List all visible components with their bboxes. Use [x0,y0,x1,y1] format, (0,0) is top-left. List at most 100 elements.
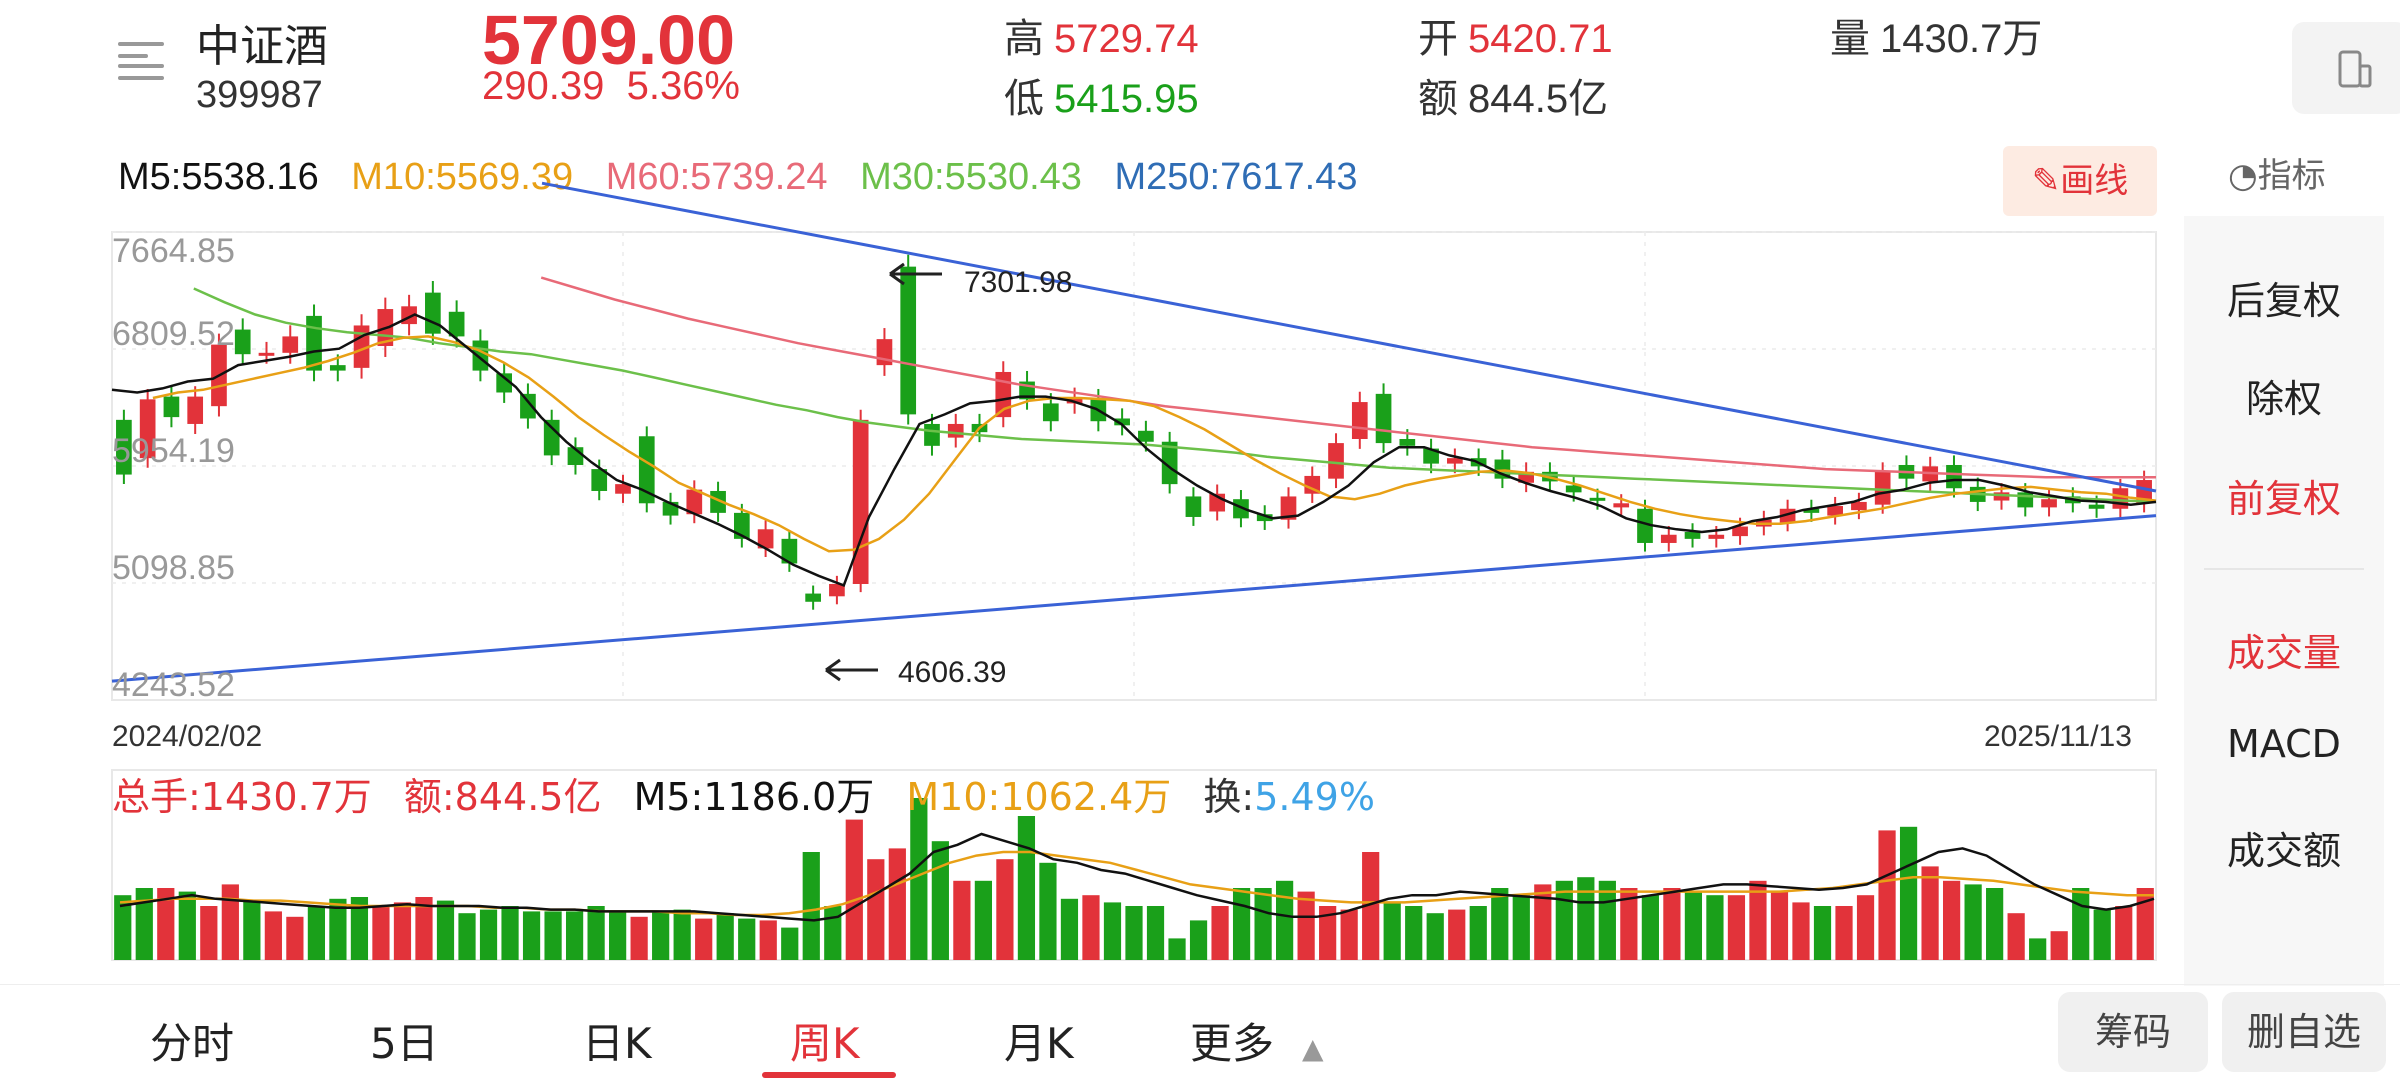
volume-bar [1856,895,1875,960]
volume-bar [1512,895,1530,960]
candle-body [1803,508,1820,513]
x-end-date: 2025/11/13 [1984,720,2132,753]
chips-button[interactable]: 筹码 [2058,992,2208,1072]
candle-body [187,396,204,424]
tab-weekly[interactable]: 周K [790,1019,860,1068]
indicator-label: 指标 [2257,156,2326,196]
volume-label: 量 [1830,17,1870,61]
volume-value: 1430.7万 [1880,17,2043,61]
volume-bar [1878,830,1896,960]
candle-body [1447,458,1463,464]
volume-bar [888,848,906,960]
volume-bar [931,841,949,960]
low-annotation: 4606.39 [898,656,1006,689]
candle-body [1946,464,1962,489]
volume-bar [1813,906,1832,960]
ma5-line [111,313,2157,588]
volume-bar [1039,862,1057,960]
remove-favorite-button[interactable]: 删自选 [2222,992,2386,1072]
candle-body [829,583,845,597]
candle-body [1637,508,1653,543]
high-value: 5729.74 [1054,17,1199,61]
candle-body [1732,526,1748,537]
menu-icon[interactable] [118,40,172,88]
arrow-left-icon [825,658,878,682]
volume-bar [673,909,691,960]
tab-daily[interactable]: 日K [582,1019,652,1068]
volume-bar [2050,931,2068,960]
candle-body [947,423,964,438]
tab-intraday[interactable]: 分时 [150,1019,235,1068]
ma10-line [152,335,2157,553]
candle-body [615,484,631,494]
volume-bar [393,902,412,960]
candle-body [472,340,489,371]
candle-body [1589,497,1606,501]
kline-chart[interactable]: 7664.85 6809.52 5954.19 5098.85 4243.52 7301… [0,0,2184,980]
landscape-toggle-button[interactable] [2292,22,2400,114]
volume-m5: M5:1186.0万 [633,775,875,819]
candle-body [638,436,655,504]
candle-body [1399,438,1416,446]
candle-body [520,393,536,419]
turnover-value: 5.49% [1254,775,1375,819]
volume-bar [1125,906,1143,960]
volume-bar [1146,906,1165,960]
volume-bar [953,880,971,960]
ma5-label: M5:5538.16 [118,156,319,198]
volume-bar [1942,880,1961,960]
volume-bar [1362,852,1380,960]
rp-item-macd[interactable]: MACD [2227,722,2341,766]
volume-bar [1168,938,1186,960]
candle-body [282,336,299,353]
caret-up-icon: ▲ [1302,1032,1324,1065]
candle-body [1565,485,1582,493]
volume-bar [2007,913,2025,960]
gauge-icon: ◔ [2228,156,2258,196]
draw-line-button[interactable]: ✎画线 [2003,146,2157,216]
volume-bar [1749,880,1767,960]
tab-more[interactable]: 更多 ▲ [1190,1010,1324,1071]
volume-bar [1620,888,1638,960]
volume-bar [157,888,175,960]
volume-bar [1276,880,1294,960]
tab-5day[interactable]: 5日 [370,1019,439,1068]
bottom-bar [0,984,2400,1081]
volume-amount: 额:844.5亿 [403,775,602,819]
active-tab-underline [762,1072,896,1078]
rp-item-ex-rights[interactable]: 除权 [2245,377,2322,421]
volume-bar [1491,888,1509,960]
candle-body [757,529,774,549]
volume-bar [824,906,842,960]
lower-trend-line [111,514,2157,683]
price-change: 290.39 5.36% [482,64,740,109]
volume-m10: M10:1062.4万 [906,775,1172,819]
candle-body [496,373,513,393]
rp-item-volume[interactable]: 成交量 [2226,631,2341,675]
candle-body [353,325,370,368]
tab-monthly[interactable]: 月K [1004,1019,1074,1068]
volume-bar [1232,888,1251,960]
candle-body [1042,403,1059,422]
volume-bar [1986,888,2004,960]
volume-bar [1835,906,1853,960]
y-axis-labels: 7664.85 6809.52 5954.19 5098.85 4243.52 [112,232,235,704]
volume-bar [1189,920,1208,960]
rp-divider [2204,568,2364,570]
volume-bar [2136,888,2154,960]
chart-grid [111,231,2157,701]
volume-bar [544,911,562,960]
ma10-label: M10:5569.39 [351,156,574,198]
ma250-label: M250:7617.43 [1114,156,1358,198]
amount-stat: 额 844.5亿 [1418,66,1608,124]
candle-body [852,419,869,584]
rp-item-forward-adjusted[interactable]: 前复权 [2226,477,2341,521]
volume-bar [329,898,347,960]
indicator-button[interactable]: ◔指标 [2228,148,2326,197]
candle-body [258,352,275,356]
candle-body [1351,402,1368,439]
volume-bar [307,906,326,960]
volume-bar [264,911,282,960]
rp-item-back-adjusted[interactable]: 后复权 [2226,279,2341,323]
rp-item-amount[interactable]: 成交额 [2226,829,2341,873]
